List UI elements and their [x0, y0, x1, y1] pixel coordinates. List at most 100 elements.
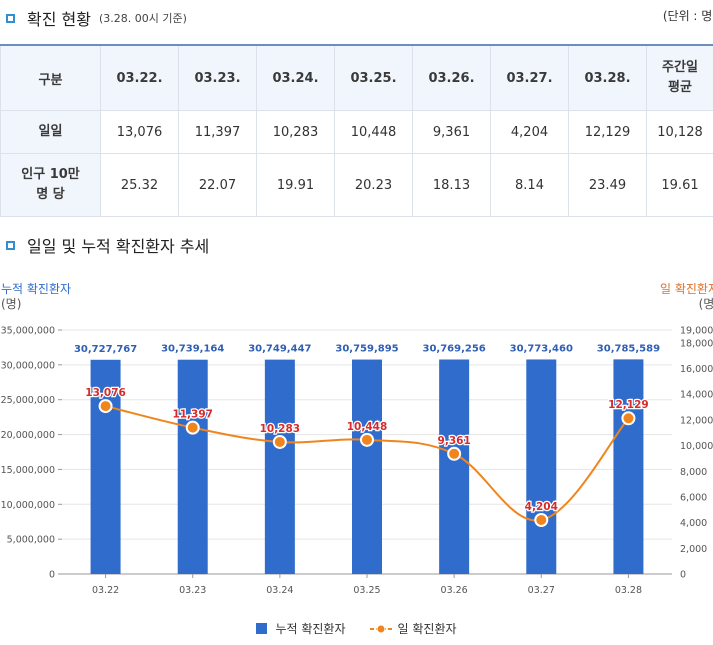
daily-point: [98, 399, 113, 414]
left-axis-tick-label: 25,000,000: [1, 395, 55, 406]
right-axis-title: 일 확진환자 (명): [660, 282, 713, 312]
section-header-trend: 일일 및 누적 확진환자 추세: [6, 233, 209, 257]
left-axis-tick-label: 20,000,000: [1, 430, 55, 441]
section-subtitle: (3.28. 00시 기준): [98, 12, 187, 25]
left-axis-title: 누적 확진환자 (명): [1, 282, 71, 312]
daily-point: [534, 513, 549, 528]
left-axis-label: 누적 확진환자: [1, 282, 72, 296]
bar-cumulative: [177, 359, 208, 574]
table-header-cell: 03.23.: [178, 44, 257, 111]
x-axis-tick-label: 03.24: [266, 585, 293, 596]
table-row-per-100k: 인구 10만 명 당 25.32 22.07 19.91 20.23 18.13…: [0, 153, 713, 217]
unit-label: (단위 : 명): [662, 9, 713, 23]
bar-value-label: 30,785,589: [597, 343, 660, 354]
table-cell: 13,076: [100, 110, 179, 154]
bar-cumulative: [90, 359, 121, 574]
right-axis-tick-label: 14,000: [680, 390, 713, 401]
left-axis-tick-label: 5,000,000: [7, 535, 55, 546]
right-axis-tick-label: 8,000: [680, 467, 707, 478]
table-cell: 8.14: [490, 153, 569, 217]
section-title: 일일 및 누적 확진환자 추세: [27, 237, 210, 256]
table-row-daily: 일일 13,076 11,397 10,283 10,448 9,361 4,2…: [0, 110, 713, 154]
square-bullet-icon: [6, 13, 15, 23]
section-header-status: 확진 현황 (3.28. 00시 기준): [6, 6, 187, 30]
row-label: 인구 10만 명 당: [0, 153, 101, 217]
left-axis-tick-label: 15,000,000: [1, 465, 55, 476]
right-axis-label: 일 확진환자: [659, 282, 713, 296]
right-axis-tick-label: 10,000: [680, 441, 713, 452]
bar-value-label: 30,759,895: [335, 344, 398, 355]
legend-item-daily: 일 확진환자: [369, 620, 457, 637]
table-header-cell: 03.27.: [490, 44, 569, 111]
daily-point: [185, 420, 200, 435]
right-axis-tick-label: 18,000: [680, 338, 713, 349]
daily-value-label: 4,204: [525, 501, 558, 513]
legend-label: 누적 확진환자: [275, 622, 346, 636]
bar-value-label: 30,769,256: [423, 343, 486, 354]
square-bullet-icon: [6, 240, 15, 250]
right-axis-tick-label: 2,000: [680, 544, 707, 555]
x-axis-tick-label: 03.27: [528, 585, 555, 596]
table-cell: 19.91: [256, 153, 335, 217]
left-axis-tick-label: 30,000,000: [1, 360, 55, 371]
left-axis-tick-label: 10,000,000: [1, 500, 55, 511]
table-cell: 10,283: [256, 110, 335, 154]
row-label: 일일: [0, 110, 101, 154]
daily-value-label: 13,076: [85, 387, 126, 399]
right-axis-unit: (명): [698, 297, 713, 311]
bar-cumulative: [526, 359, 557, 574]
table-header-cell: 주간일 평균: [646, 44, 713, 111]
x-axis-tick-label: 03.22: [92, 585, 119, 596]
table-header-cell: 03.28.: [568, 44, 647, 111]
right-axis-tick-label: 16,000: [680, 364, 713, 375]
table-header-cell: 03.25.: [334, 44, 413, 111]
right-axis-tick-label: 4,000: [680, 518, 707, 529]
chart-legend: 누적 확진환자 일 확진환자: [0, 620, 713, 637]
table-cell: 25.32: [100, 153, 179, 217]
bar-value-label: 30,727,767: [74, 344, 137, 355]
table-cell: 11,397: [178, 110, 257, 154]
table-header-cell: 03.22.: [100, 44, 179, 111]
table-cell: 23.49: [568, 153, 647, 217]
table-cell: 22.07: [178, 153, 257, 217]
table-header-row: 구분 03.22. 03.23. 03.24. 03.25. 03.26. 03…: [0, 44, 713, 111]
left-axis-unit: (명): [1, 297, 22, 311]
daily-value-label: 10,448: [347, 421, 388, 433]
legend-line-swatch: [369, 624, 392, 633]
daily-point: [360, 432, 374, 447]
daily-point: [621, 411, 636, 426]
bar-cumulative: [352, 359, 382, 574]
bar-value-label: 30,773,460: [510, 343, 573, 354]
daily-point: [447, 446, 462, 461]
left-axis-tick-label: 35,000,000: [1, 326, 55, 337]
right-axis-tick-label: 19,000: [680, 326, 713, 337]
daily-value-label: 11,397: [172, 409, 213, 421]
right-axis-tick-label: 12,000: [680, 415, 713, 426]
right-axis-tick-label: 6,000: [680, 492, 707, 503]
daily-value-label: 12,129: [608, 399, 649, 411]
legend-bar-swatch: [256, 623, 268, 634]
bar-value-label: 30,739,164: [161, 344, 224, 355]
table-cell: 20.23: [334, 153, 413, 217]
right-axis-tick-label: 0: [680, 570, 686, 581]
legend-label: 일 확진환자: [397, 622, 457, 636]
x-axis-tick-label: 03.23: [179, 585, 206, 596]
daily-value-label: 10,283: [260, 423, 301, 435]
x-axis-tick-label: 03.25: [353, 585, 380, 596]
bar-cumulative: [613, 359, 644, 574]
x-axis-tick-label: 03.26: [441, 585, 468, 596]
table-cell: 18.13: [412, 153, 491, 217]
table-header-cell: 03.26.: [412, 44, 491, 111]
legend-item-cumulative: 누적 확진환자: [256, 620, 346, 637]
daily-point: [272, 434, 287, 449]
left-axis-tick-label: 0: [49, 570, 55, 581]
daily-value-label: 9,361: [438, 435, 471, 447]
table-header-cell: 03.24.: [256, 44, 335, 111]
bar-value-label: 30,749,447: [248, 344, 311, 355]
bar-cumulative: [439, 359, 470, 574]
table-cell: 10,448: [334, 110, 413, 154]
table-cell: 4,204: [490, 110, 569, 154]
table-cell: 19.61: [646, 153, 713, 217]
status-table: 구분 03.22. 03.23. 03.24. 03.25. 03.26. 03…: [0, 44, 713, 217]
